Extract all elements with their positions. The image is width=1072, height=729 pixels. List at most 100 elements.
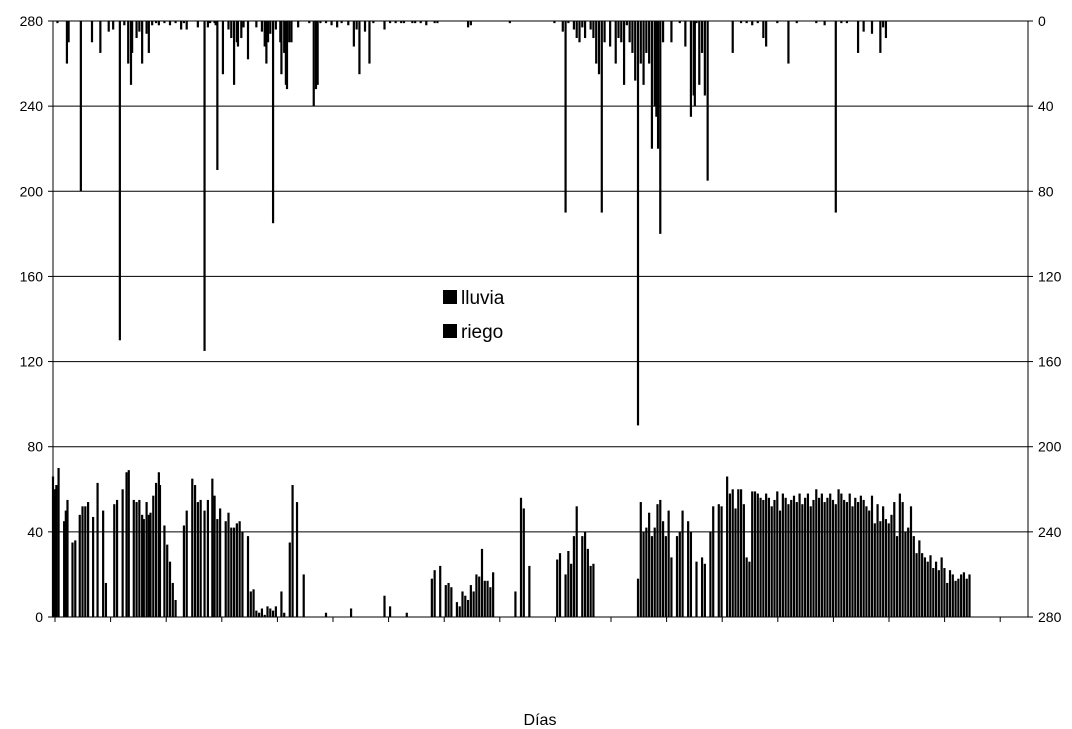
lluvia-bar: [698, 21, 701, 85]
riego-bar: [773, 499, 776, 617]
left-tick-label: 120: [20, 354, 44, 370]
riego-bar: [648, 512, 651, 617]
lluvia-bar: [157, 21, 160, 26]
riego-bar: [157, 472, 160, 617]
lluvia-bar: [56, 21, 59, 24]
lluvia-bar: [90, 21, 94, 43]
riego-bar: [639, 502, 642, 617]
lluvia-bar: [578, 21, 581, 43]
riego-bar: [213, 495, 216, 617]
riego-bar: [806, 493, 810, 617]
riego-bar: [876, 504, 879, 617]
lluvia-bar: [182, 21, 186, 24]
riego-bar: [433, 570, 436, 617]
riego-bar: [486, 580, 489, 617]
lluvia-bar: [185, 21, 188, 30]
right-y-axis: 0 40 80 120 160 200 240 280: [1028, 13, 1062, 625]
lluvia-bar: [290, 21, 293, 43]
lluvia-bar: [163, 21, 166, 24]
riego-bar: [731, 489, 734, 617]
riego-bar: [193, 485, 197, 617]
riego-bar: [182, 525, 186, 617]
lluvia-bar: [625, 21, 628, 26]
riego-bar: [798, 493, 801, 617]
lluvia-bar: [67, 21, 70, 43]
riego-bar: [826, 497, 829, 617]
lluvia-bar: [151, 21, 154, 26]
lluvia-bar: [636, 21, 640, 426]
lluvia-bar: [141, 21, 144, 64]
riego-bar: [770, 506, 773, 617]
lluvia-bar: [639, 21, 642, 64]
riego-bar: [166, 544, 169, 617]
lluvia-bar: [870, 21, 874, 34]
right-tick-label: 80: [1038, 183, 1054, 199]
lluvia-bar: [656, 21, 660, 149]
lluvia-bar: [653, 21, 656, 107]
riego-bar: [642, 531, 645, 617]
riego-bar: [921, 553, 924, 617]
riego-bar: [940, 557, 943, 617]
riego-bar: [792, 495, 796, 617]
lluvia-bar: [240, 21, 243, 39]
lluvia-bar: [107, 21, 110, 32]
riego-bar: [235, 523, 238, 617]
lluvia-bar: [400, 21, 403, 24]
riego-bar: [556, 559, 559, 617]
lluvia-bar: [280, 21, 283, 75]
riego-bar: [868, 510, 871, 617]
lluvia-bar: [787, 21, 790, 64]
lluvia-bar: [648, 21, 651, 64]
riego-bar: [809, 506, 812, 617]
lluvia-bar: [131, 21, 134, 53]
riego-bar: [458, 606, 461, 617]
riego-bar: [203, 510, 206, 617]
riego-bar: [138, 499, 141, 617]
lluvia-bar: [650, 21, 654, 149]
lluvia-bar: [330, 21, 333, 26]
lluvia-bar: [879, 21, 882, 53]
lluvia-bar: [314, 21, 318, 90]
riego-bar: [968, 574, 971, 617]
riego-bar: [55, 485, 58, 617]
riego-bar: [656, 504, 659, 617]
riego-bar: [831, 499, 835, 617]
lluvia-bar: [242, 21, 245, 28]
riego-bar: [784, 497, 787, 617]
lluvia-bar: [815, 21, 818, 24]
riego-bar: [71, 542, 74, 617]
lluvia-bar: [603, 21, 606, 43]
lluvia-bar: [319, 21, 322, 24]
riego-bar: [675, 536, 679, 617]
riego-bar: [141, 514, 144, 617]
riego-bar: [712, 506, 715, 617]
riego-bar: [324, 612, 328, 617]
riego-bar: [92, 516, 95, 617]
lluvia-bar: [706, 21, 709, 181]
lluvia-bar: [595, 21, 598, 64]
riego-bar: [125, 472, 128, 617]
lluvia-bar: [567, 21, 570, 24]
left-y-axis: 0 40 80 120 160 200 240 280: [20, 13, 53, 625]
riego-bar: [879, 521, 882, 617]
riego-bar: [645, 527, 648, 617]
left-tick-label: 160: [20, 268, 44, 284]
riego-bar: [57, 468, 60, 617]
riego-bar: [283, 612, 286, 617]
riego-bar: [790, 499, 793, 617]
x-axis-ticks: [54, 617, 1001, 622]
riego-bar: [87, 502, 90, 617]
riego-bar: [923, 557, 927, 617]
riego-bar: [795, 502, 798, 617]
riego-bar: [63, 521, 66, 617]
riego-bar: [461, 591, 464, 617]
riego-bar: [767, 497, 771, 617]
riego-bar: [823, 502, 826, 617]
riego-bar: [742, 504, 745, 617]
riego-bar: [843, 499, 846, 617]
lluvia-bar: [265, 21, 268, 64]
riego-bar: [943, 568, 946, 617]
riego-bar: [232, 527, 236, 617]
riego-bar: [102, 510, 105, 617]
lluvia-bar: [232, 21, 236, 85]
